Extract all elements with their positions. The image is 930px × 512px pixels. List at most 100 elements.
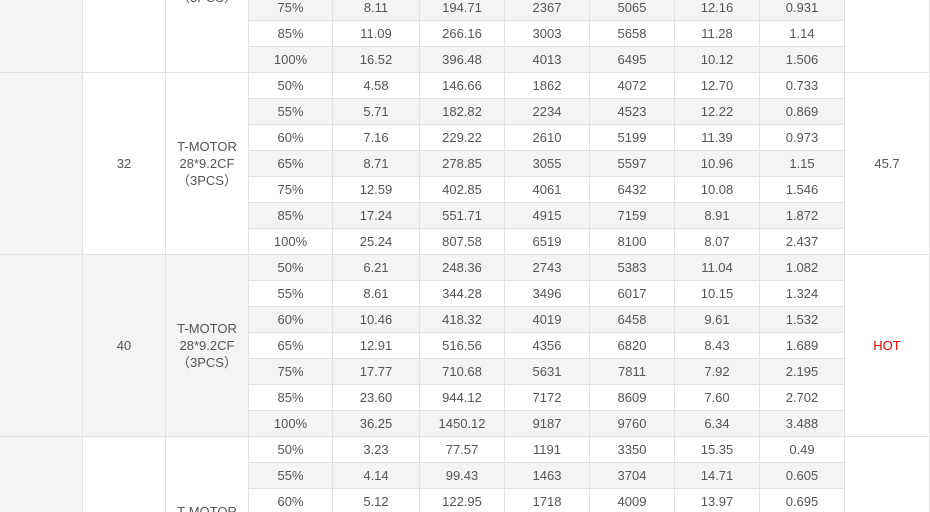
- value-cell: 8.61: [333, 281, 420, 307]
- value-cell: 12.22: [675, 99, 760, 125]
- value-cell: 8.07: [675, 229, 760, 255]
- value-cell: 5658: [590, 21, 675, 47]
- value-cell: 8.91: [675, 203, 760, 229]
- value-cell: 1.546: [760, 177, 845, 203]
- throttle-cell: 100%: [249, 47, 333, 73]
- value-cell: 7.92: [675, 359, 760, 385]
- value-cell: 3704: [590, 463, 675, 489]
- value-cell: 194.71: [420, 0, 505, 21]
- value-cell: 11.28: [675, 21, 760, 47]
- value-cell: 10.12: [675, 47, 760, 73]
- value-cell: 4009: [590, 489, 675, 512]
- value-cell: 1450.12: [420, 411, 505, 437]
- value-cell: 0.605: [760, 463, 845, 489]
- value-cell: 418.32: [420, 307, 505, 333]
- side-cell: [0, 0, 83, 73]
- temp-cell: HOT: [845, 255, 930, 437]
- value-cell: 2234: [505, 99, 590, 125]
- value-cell: 402.85: [420, 177, 505, 203]
- throttle-cell: 60%: [249, 489, 333, 512]
- value-cell: 7159: [590, 203, 675, 229]
- voltage-cell: 32: [83, 73, 166, 255]
- value-cell: 7.60: [675, 385, 760, 411]
- value-cell: 4061: [505, 177, 590, 203]
- value-cell: 7.16: [333, 125, 420, 151]
- value-cell: 14.71: [675, 463, 760, 489]
- value-cell: 5631: [505, 359, 590, 385]
- value-cell: 11.04: [675, 255, 760, 281]
- value-cell: 2367: [505, 0, 590, 21]
- value-cell: 516.56: [420, 333, 505, 359]
- value-cell: 1.532: [760, 307, 845, 333]
- value-cell: 13.97: [675, 489, 760, 512]
- value-cell: 2743: [505, 255, 590, 281]
- value-cell: 7172: [505, 385, 590, 411]
- value-cell: 7811: [590, 359, 675, 385]
- value-cell: 5.12: [333, 489, 420, 512]
- voltage-cell: [83, 0, 166, 73]
- throttle-cell: 60%: [249, 125, 333, 151]
- prop-line: 28*9.2CF: [179, 156, 235, 171]
- value-cell: 8.71: [333, 151, 420, 177]
- throttle-cell: 55%: [249, 281, 333, 307]
- value-cell: 5.71: [333, 99, 420, 125]
- value-cell: 9.61: [675, 307, 760, 333]
- value-cell: 944.12: [420, 385, 505, 411]
- value-cell: 6458: [590, 307, 675, 333]
- value-cell: 1191: [505, 437, 590, 463]
- value-cell: 8609: [590, 385, 675, 411]
- throttle-cell: 50%: [249, 73, 333, 99]
- value-cell: 0.49: [760, 437, 845, 463]
- value-cell: 5383: [590, 255, 675, 281]
- throttle-cell: 65%: [249, 151, 333, 177]
- value-cell: 182.82: [420, 99, 505, 125]
- value-cell: 12.16: [675, 0, 760, 21]
- value-cell: 5065: [590, 0, 675, 21]
- value-cell: 3350: [590, 437, 675, 463]
- value-cell: 4356: [505, 333, 590, 359]
- prop-cell: T-MOTOR 28*9.2CF （3PCS）: [166, 73, 249, 255]
- value-cell: 10.08: [675, 177, 760, 203]
- value-cell: 11.09: [333, 21, 420, 47]
- value-cell: 16.52: [333, 47, 420, 73]
- throttle-cell: 100%: [249, 411, 333, 437]
- value-cell: 3055: [505, 151, 590, 177]
- value-cell: 17.24: [333, 203, 420, 229]
- prop-line: T-MOTOR: [177, 504, 237, 512]
- value-cell: 2610: [505, 125, 590, 151]
- value-cell: 0.931: [760, 0, 845, 21]
- throttle-cell: 85%: [249, 203, 333, 229]
- value-cell: 2.702: [760, 385, 845, 411]
- value-cell: 99.43: [420, 463, 505, 489]
- value-cell: 6432: [590, 177, 675, 203]
- throttle-cell: 75%: [249, 359, 333, 385]
- value-cell: 396.48: [420, 47, 505, 73]
- value-cell: 11.39: [675, 125, 760, 151]
- throttle-cell: 65%: [249, 333, 333, 359]
- value-cell: 4072: [590, 73, 675, 99]
- value-cell: 4013: [505, 47, 590, 73]
- value-cell: 1.082: [760, 255, 845, 281]
- temp-cell: [845, 0, 930, 73]
- value-cell: 3003: [505, 21, 590, 47]
- value-cell: 122.95: [420, 489, 505, 512]
- value-cell: 6.34: [675, 411, 760, 437]
- value-cell: 2.437: [760, 229, 845, 255]
- temp-cell: [845, 437, 930, 512]
- value-cell: 551.71: [420, 203, 505, 229]
- value-cell: 3496: [505, 281, 590, 307]
- value-cell: 6495: [590, 47, 675, 73]
- value-cell: 4915: [505, 203, 590, 229]
- value-cell: 266.16: [420, 21, 505, 47]
- value-cell: 12.91: [333, 333, 420, 359]
- value-cell: 710.68: [420, 359, 505, 385]
- value-cell: 5597: [590, 151, 675, 177]
- value-cell: 5199: [590, 125, 675, 151]
- value-cell: 6017: [590, 281, 675, 307]
- value-cell: 23.60: [333, 385, 420, 411]
- value-cell: 0.869: [760, 99, 845, 125]
- value-cell: 6519: [505, 229, 590, 255]
- voltage-cell: [83, 437, 166, 512]
- value-cell: 25.24: [333, 229, 420, 255]
